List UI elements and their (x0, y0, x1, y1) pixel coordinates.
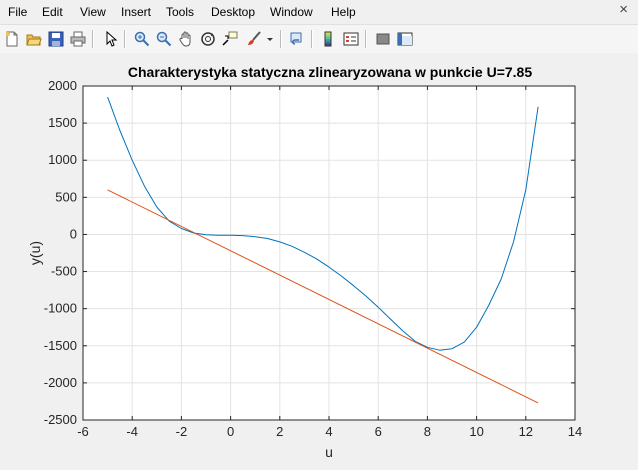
x-tick-label: 10 (469, 424, 483, 439)
insert-legend-button[interactable] (341, 29, 361, 49)
y-tick-label: -2000 (44, 375, 77, 390)
x-tick-label: 0 (227, 424, 234, 439)
x-tick-label: 2 (276, 424, 283, 439)
rotate-3d-button[interactable] (198, 29, 218, 49)
y-tick-label: 2000 (48, 78, 77, 93)
pan-hand-icon (178, 31, 194, 47)
brush-button[interactable] (244, 29, 264, 49)
zoom-out-icon (156, 31, 172, 47)
save-icon (48, 31, 64, 47)
plot-series (107, 96, 539, 404)
data-cursor-button[interactable] (220, 29, 240, 49)
insert-legend-icon (343, 31, 359, 47)
axis-ticks: -6 -4 -2 0 2 4 6 8 10 12 14 2000 1500 1000 500 0 -500 -10… (44, 78, 582, 439)
plot-figure[interactable]: Charakterystyka statyczna zlinearyzowana… (0, 53, 638, 465)
menu-file[interactable]: File (8, 5, 28, 19)
menu-view[interactable]: View (80, 5, 106, 19)
x-tick-label: -2 (176, 424, 188, 439)
figure-toolbar (0, 24, 638, 54)
x-axis-label: u (325, 444, 333, 460)
hide-plot-tools-button[interactable] (373, 29, 393, 49)
open-file-button[interactable] (24, 29, 44, 49)
toolbar-separator (311, 30, 313, 48)
menu-bar: × File Edit View Insert Tools Desktop Window He… (0, 0, 638, 24)
open-file-icon (26, 31, 42, 47)
y-tick-label: -500 (51, 264, 77, 279)
x-tick-label: 6 (375, 424, 382, 439)
menu-window[interactable]: Window (270, 5, 313, 19)
new-figure-icon (4, 31, 20, 47)
hide-plot-tools-icon (375, 31, 391, 47)
y-tick-label: -1500 (44, 338, 77, 353)
zoom-in-icon (134, 31, 150, 47)
series-curve-line (107, 96, 539, 351)
x-tick-label: 8 (424, 424, 431, 439)
show-plot-tools-button[interactable] (395, 29, 415, 49)
link-plot-button[interactable] (287, 29, 307, 49)
data-cursor-icon (222, 31, 238, 47)
edit-plot-arrow-button[interactable] (101, 29, 121, 49)
toolbar-separator (365, 30, 367, 48)
link-plot-icon (289, 31, 305, 47)
x-tick-label: 12 (519, 424, 533, 439)
menu-edit[interactable]: Edit (42, 5, 63, 19)
menu-insert[interactable]: Insert (121, 5, 152, 19)
edit-plot-arrow-icon (103, 31, 119, 47)
brush-dropdown-icon (266, 31, 274, 47)
y-tick-label: -2500 (44, 412, 77, 427)
save-button[interactable] (46, 29, 66, 49)
close-icon[interactable]: × (619, 1, 628, 18)
x-tick-label: -6 (77, 424, 89, 439)
toolbar-separator (92, 30, 94, 48)
x-tick-label: 4 (325, 424, 332, 439)
rotate-3d-icon (200, 31, 216, 47)
y-tick-label: -1000 (44, 301, 77, 316)
menu-desktop[interactable]: Desktop (211, 5, 256, 19)
brush-icon (246, 31, 262, 47)
figure-area: Charakterystyka statyczna zlinearyzowana… (0, 53, 638, 465)
toolbar-separator (280, 30, 282, 48)
y-tick-label: 500 (55, 189, 77, 204)
zoom-in-button[interactable] (132, 29, 152, 49)
x-tick-label: -4 (126, 424, 138, 439)
y-tick-label: 1500 (48, 115, 77, 130)
menu-help[interactable]: Help (331, 5, 356, 19)
series-tangent-line (107, 189, 539, 404)
new-figure-button[interactable] (2, 29, 22, 49)
chart-title: Charakterystyka statyczna zlinearyzowana… (128, 64, 532, 80)
show-plot-tools-icon (397, 31, 413, 47)
y-tick-label: 1000 (48, 152, 77, 167)
toolbar-separator (124, 30, 126, 48)
x-tick-label: 14 (568, 424, 582, 439)
brush-dropdown-button[interactable] (265, 29, 275, 49)
print-button[interactable] (68, 29, 88, 49)
insert-colorbar-icon (321, 31, 337, 47)
zoom-out-button[interactable] (154, 29, 174, 49)
menu-tools[interactable]: Tools (166, 5, 195, 19)
y-tick-label: 0 (70, 226, 77, 241)
pan-hand-button[interactable] (176, 29, 196, 49)
insert-colorbar-button[interactable] (319, 29, 339, 49)
print-icon (70, 31, 86, 47)
y-axis-label: y(u) (27, 241, 43, 265)
